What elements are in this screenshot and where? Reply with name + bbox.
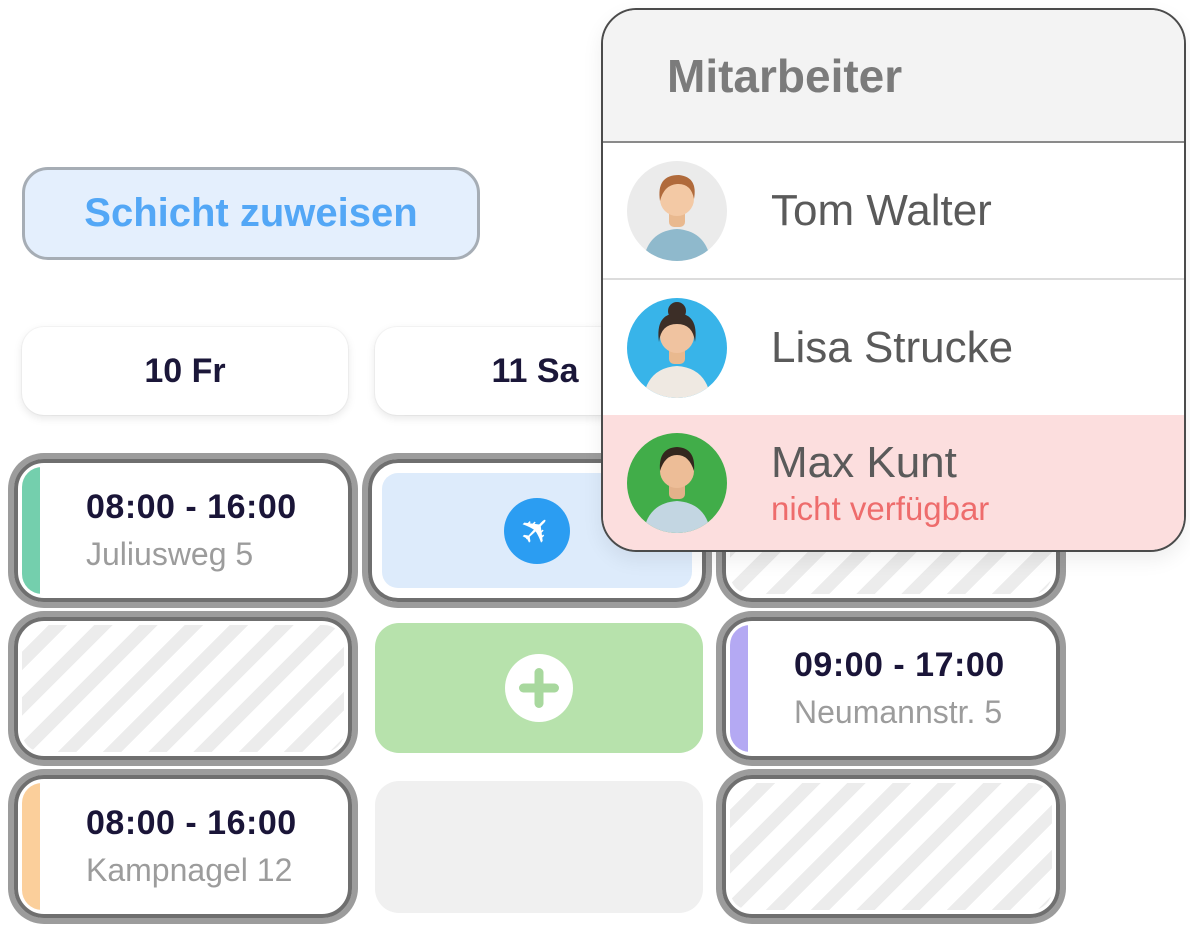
employee-row-tom[interactable]: Tom Walter	[603, 143, 1184, 278]
blank-card	[375, 781, 703, 913]
panel-header: Mitarbeiter	[603, 10, 1184, 143]
shift-slot: 09:00 - 17:00 Neumannstr. 5	[722, 617, 1060, 760]
shift-time: 08:00 - 16:00	[86, 804, 297, 842]
striped-placeholder	[22, 625, 344, 752]
avatar	[627, 432, 727, 533]
add-shift-card[interactable]	[375, 623, 703, 753]
assign-shift-button[interactable]: Schicht zuweisen	[22, 167, 480, 260]
avatar	[627, 297, 727, 398]
striped-placeholder	[730, 783, 1052, 910]
day-label: 11 Sa	[491, 351, 579, 390]
employee-name: Lisa Strucke	[771, 322, 1014, 372]
accent-bar	[730, 625, 748, 752]
employee-panel: Mitarbeiter Tom Walter Lisa St	[601, 8, 1186, 552]
employee-status: nicht verfügbar	[771, 489, 990, 527]
day-header-chip-fr: 10 Fr	[22, 327, 348, 415]
shift-location: Kampnagel 12	[86, 852, 293, 888]
employee-name: Tom Walter	[771, 185, 992, 235]
shift-slot: 08:00 - 16:00 Kampnagel 12	[14, 775, 352, 918]
shift-time: 09:00 - 17:00	[794, 646, 1005, 684]
airplane-icon: ✈	[504, 497, 570, 564]
shift-card[interactable]: 08:00 - 16:00 Kampnagel 12	[22, 783, 344, 910]
employee-name: Max Kunt	[771, 437, 957, 487]
employee-row-lisa[interactable]: Lisa Strucke	[603, 278, 1184, 415]
plus-icon	[505, 654, 573, 722]
shift-time: 08:00 - 16:00	[86, 488, 297, 526]
shift-card[interactable]: 08:00 - 16:00 Juliusweg 5	[22, 467, 344, 594]
shift-location: Neumannstr. 5	[794, 694, 1003, 730]
panel-title: Mitarbeiter	[667, 49, 903, 102]
accent-bar	[22, 467, 40, 594]
shift-slot	[722, 775, 1060, 918]
shift-card[interactable]: 09:00 - 17:00 Neumannstr. 5	[730, 625, 1052, 752]
shift-slot: 08:00 - 16:00 Juliusweg 5	[14, 459, 352, 602]
employee-row-max[interactable]: Max Kunt nicht verfügbar	[603, 415, 1184, 550]
day-label: 10 Fr	[144, 351, 226, 390]
shift-location: Juliusweg 5	[86, 536, 254, 572]
shift-slot	[14, 617, 352, 760]
accent-bar	[22, 783, 40, 910]
avatar	[627, 160, 727, 261]
